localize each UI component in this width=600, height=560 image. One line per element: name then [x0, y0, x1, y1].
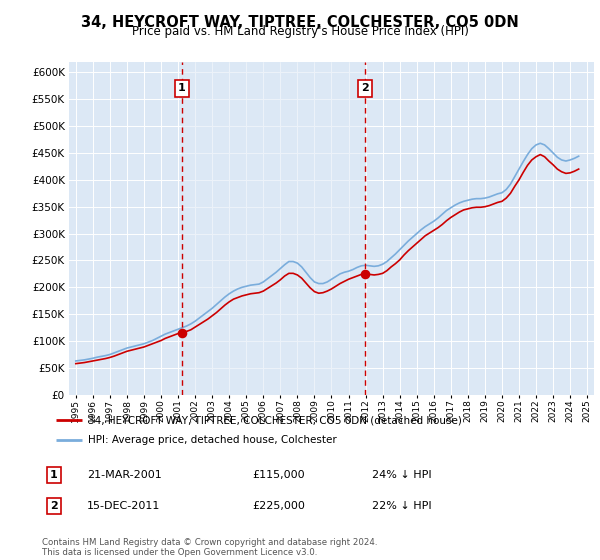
Text: 2: 2 — [50, 501, 58, 511]
Point — [177, 329, 187, 338]
Text: 21-MAR-2001: 21-MAR-2001 — [87, 470, 162, 480]
Text: HPI: Average price, detached house, Colchester: HPI: Average price, detached house, Colc… — [88, 435, 337, 445]
Text: 34, HEYCROFT WAY, TIPTREE, COLCHESTER, CO5 0DN (detached house): 34, HEYCROFT WAY, TIPTREE, COLCHESTER, C… — [88, 415, 461, 425]
Text: Contains HM Land Registry data © Crown copyright and database right 2024.
This d: Contains HM Land Registry data © Crown c… — [42, 538, 377, 557]
Text: 34, HEYCROFT WAY, TIPTREE, COLCHESTER, CO5 0DN: 34, HEYCROFT WAY, TIPTREE, COLCHESTER, C… — [81, 15, 519, 30]
Text: £115,000: £115,000 — [252, 470, 305, 480]
Bar — [182, 62, 365, 395]
Text: Price paid vs. HM Land Registry's House Price Index (HPI): Price paid vs. HM Land Registry's House … — [131, 25, 469, 39]
Text: £225,000: £225,000 — [252, 501, 305, 511]
Point — [360, 269, 370, 278]
Text: 2: 2 — [361, 83, 369, 94]
Text: 1: 1 — [178, 83, 186, 94]
Text: 22% ↓ HPI: 22% ↓ HPI — [372, 501, 431, 511]
Text: 15-DEC-2011: 15-DEC-2011 — [87, 501, 160, 511]
Text: 1: 1 — [50, 470, 58, 480]
Text: 24% ↓ HPI: 24% ↓ HPI — [372, 470, 431, 480]
